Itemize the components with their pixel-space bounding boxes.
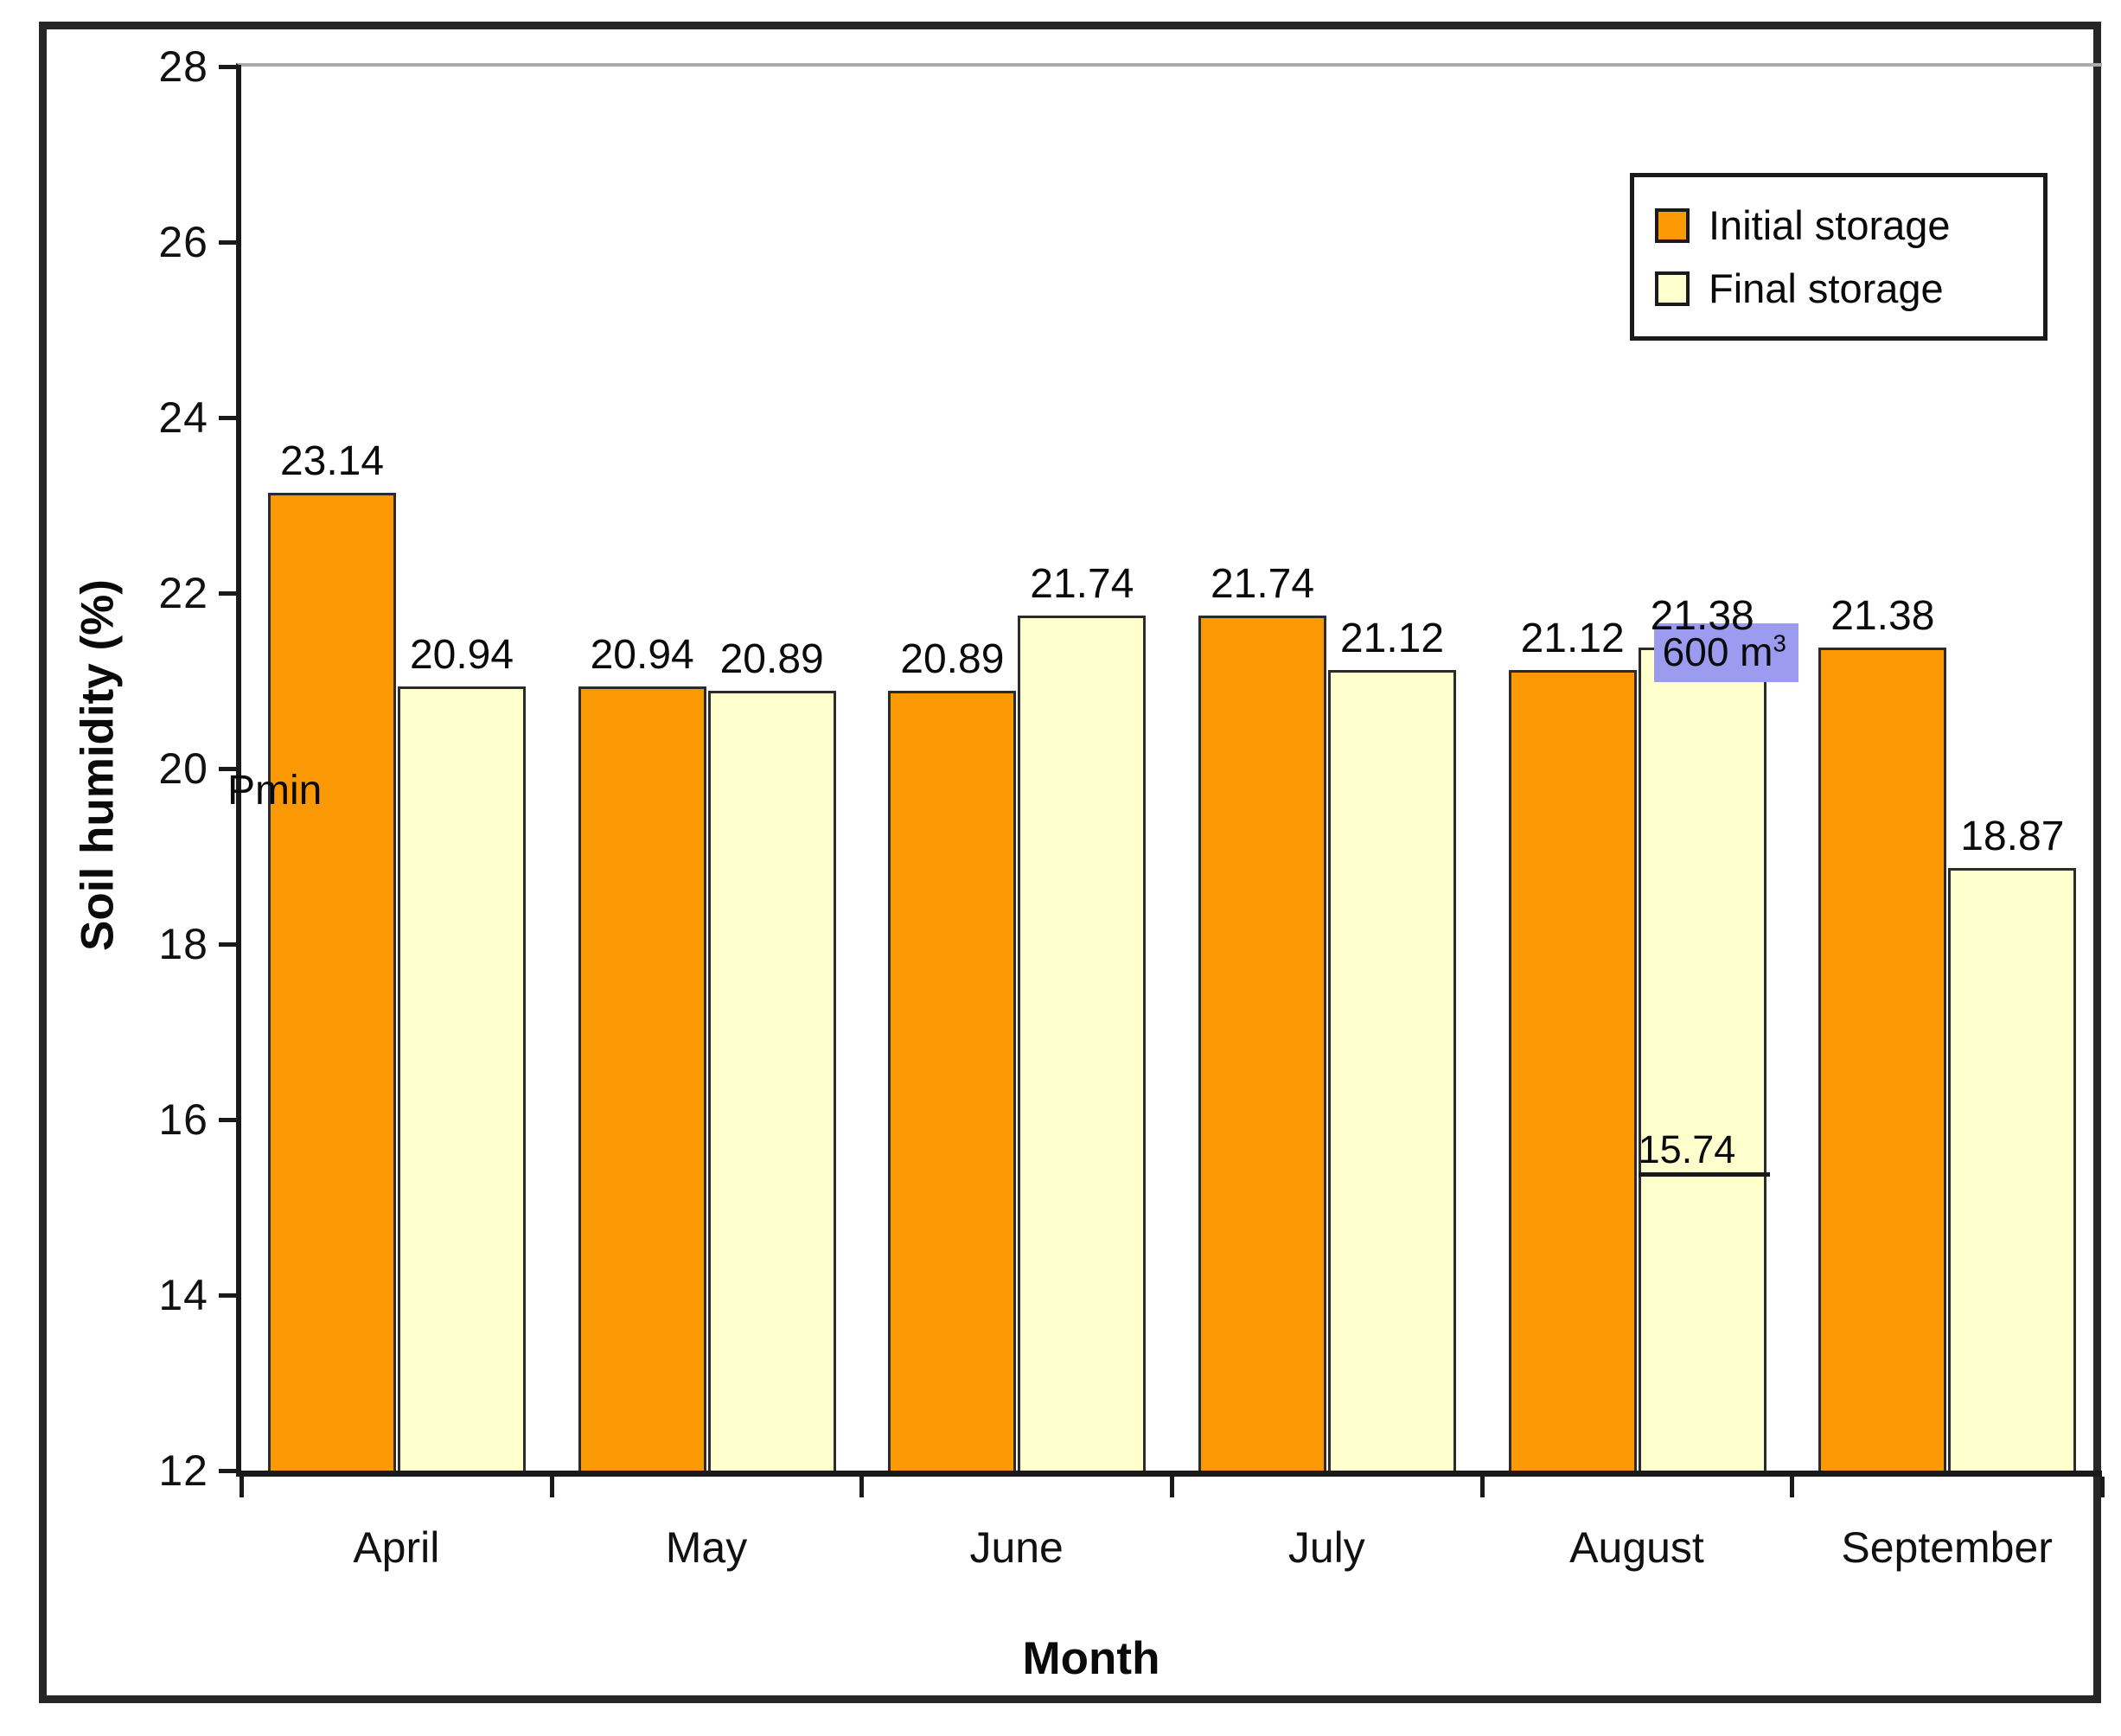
bar-value-label: 21.74 <box>1030 561 1134 608</box>
level-annotation: 15.74 <box>1638 1127 1770 1177</box>
volume-annotation: 600 m3 <box>1653 622 1798 682</box>
x-axis-category-label: May <box>665 1523 748 1572</box>
x-axis-tick <box>2100 1477 2105 1497</box>
bar-final-storage <box>1638 647 1766 1471</box>
y-axis-tick-label: 24 <box>158 393 208 442</box>
x-axis-category-label: August <box>1569 1523 1704 1572</box>
bar-initial-storage <box>268 493 396 1471</box>
y-axis-tick <box>219 942 241 947</box>
bar-value-label: 23.14 <box>279 438 385 485</box>
bar-value-label: 20.94 <box>409 631 514 678</box>
y-axis-tick-label: 12 <box>158 1446 208 1495</box>
bar-final-storage <box>1948 867 2077 1471</box>
y-axis-tick <box>219 591 241 596</box>
bar-value-label: 21.38 <box>1830 592 1935 639</box>
y-axis-tick <box>219 1118 241 1122</box>
x-axis-category-label: July <box>1287 1523 1365 1572</box>
x-axis-category-label: June <box>969 1523 1064 1572</box>
bar-value-label: 21.12 <box>1520 616 1625 662</box>
y-axis-tick <box>219 65 241 69</box>
bar-initial-storage <box>1508 670 1637 1471</box>
bar-value-label: 21.38 <box>1650 592 1754 639</box>
initial-storage-swatch <box>1655 207 1690 243</box>
x-axis-category-label: April <box>353 1523 440 1572</box>
x-axis-tick <box>549 1477 554 1497</box>
y-axis-tick-label: 18 <box>158 920 208 968</box>
bar-final-storage <box>1018 616 1147 1471</box>
y-axis-tick <box>219 767 241 771</box>
legend-item-final-storage: Final storage <box>1655 265 2043 312</box>
x-axis-tick <box>859 1477 865 1497</box>
bar-value-label: 20.89 <box>719 635 824 682</box>
bar-value-label: 18.87 <box>1960 813 2065 859</box>
x-axis-title: Month <box>1022 1633 1160 1684</box>
bar-final-storage <box>1328 670 1456 1471</box>
legend-item-label: Initial storage <box>1709 202 1951 248</box>
y-axis-tick-label: 20 <box>158 744 208 793</box>
y-axis-tick <box>219 1469 241 1473</box>
legend-item-label: Final storage <box>1709 265 1944 311</box>
bar-initial-storage <box>888 690 1017 1471</box>
y-axis-tick-label: 28 <box>158 42 208 91</box>
volume-superscript: 3 <box>1773 629 1786 657</box>
bar-value-label: 20.89 <box>900 635 1005 682</box>
y-axis-tick-label: 16 <box>158 1095 208 1144</box>
bar-initial-storage <box>1198 616 1326 1471</box>
pmin-annotation: Pmin <box>227 768 323 814</box>
y-axis-tick <box>219 416 241 420</box>
y-axis-tick-label: 26 <box>158 218 208 266</box>
y-axis-tick <box>219 240 241 245</box>
bar-value-label: 21.12 <box>1339 616 1445 662</box>
bar-initial-storage <box>1818 647 1947 1471</box>
y-axis-tick-label: 22 <box>158 569 208 617</box>
final-storage-swatch <box>1655 271 1690 306</box>
x-axis-tick <box>240 1477 244 1497</box>
x-axis-tick <box>1170 1477 1174 1497</box>
plot-area: 28 26 24 22 20 18 16 14 12 April May June July August… <box>158 42 2105 1572</box>
legend-item-initial-storage: Initial storage <box>1655 201 2043 249</box>
y-axis-tick-label: 14 <box>158 1271 208 1319</box>
bar-initial-storage <box>578 686 706 1471</box>
bar-final-storage <box>707 690 836 1471</box>
x-axis-category-label: September <box>1841 1523 2053 1572</box>
bar-value-label: 21.74 <box>1210 561 1315 608</box>
legend: Initial storage Final storage <box>1630 173 2048 341</box>
bar-value-label: 20.94 <box>590 631 694 678</box>
x-axis-tick <box>1790 1477 1795 1497</box>
bar-final-storage <box>398 686 526 1471</box>
x-axis-tick <box>1479 1477 1485 1497</box>
y-axis-tick <box>219 1293 241 1298</box>
